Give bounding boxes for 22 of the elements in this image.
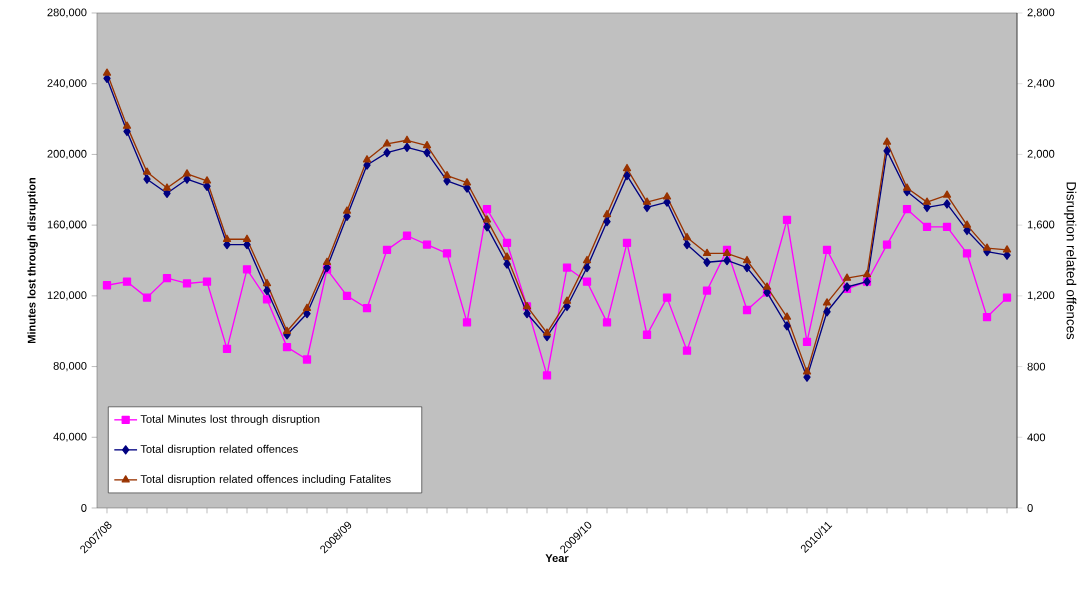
x-axis-title: Year (545, 554, 569, 563)
legend-label: Total Minutes lost through disruption (140, 414, 320, 426)
y-tick-label: 160,000 (47, 220, 87, 230)
y-tick-label: 40,000 (53, 432, 87, 442)
y-tick-label: 200,000 (47, 149, 87, 159)
y2-tick-label: 1,600 (1027, 220, 1055, 230)
y2-tick-label: 2,000 (1027, 149, 1055, 159)
y-axis-title: Minutes lost through disruption (27, 177, 38, 344)
y-tick-label: 280,000 (47, 8, 87, 18)
y-tick-label: 0 (81, 504, 87, 512)
y-tick-label: 120,000 (47, 291, 87, 301)
y2-axis-title: Disruption related offences (1063, 182, 1077, 340)
legend-label: Total disruption related offences including Fatalites (140, 474, 391, 486)
y-tick-label: 240,000 (47, 79, 87, 89)
y-tick-label: 80,000 (53, 362, 87, 372)
y2-tick-label: 1,200 (1027, 291, 1055, 301)
y2-tick-label: 400 (1027, 433, 1046, 442)
y2-tick-label: 2,400 (1027, 79, 1055, 89)
y2-tick-label: 2,800 (1027, 8, 1055, 18)
y2-tick-label: 800 (1027, 362, 1046, 371)
legend-label: Total disruption related offences (140, 444, 298, 456)
y2-tick-label: 0 (1027, 504, 1033, 512)
